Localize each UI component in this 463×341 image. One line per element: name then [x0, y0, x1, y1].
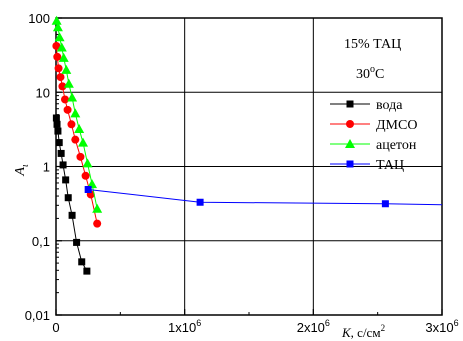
annotation: 15% ТАЦ 30oC	[344, 37, 401, 82]
legend-item: ДМСО	[330, 118, 417, 133]
data-point	[57, 149, 65, 157]
data-point	[59, 161, 67, 169]
data-point	[54, 64, 63, 73]
x-tick-label: 3x106	[425, 318, 458, 335]
legend-marker	[346, 160, 354, 168]
data-point	[56, 42, 67, 52]
series-line	[88, 189, 443, 206]
data-point	[54, 32, 65, 42]
legend: вода ДМСО ацетон ТАЦ	[330, 98, 417, 173]
data-point	[51, 15, 62, 25]
data-point	[92, 203, 103, 213]
series-2	[51, 15, 103, 213]
data-point	[61, 95, 70, 104]
data-point	[83, 267, 91, 275]
series-0	[52, 114, 91, 275]
grid	[56, 18, 442, 315]
legend-item: ацетон	[330, 138, 417, 153]
data-point	[381, 200, 389, 208]
legend-item: ТАЦ	[330, 158, 404, 173]
data-point	[61, 64, 72, 74]
series-1	[52, 41, 102, 228]
data-point	[82, 158, 93, 168]
legend-label: ацетон	[376, 138, 417, 153]
legend-item: вода	[330, 98, 403, 113]
data-point	[81, 171, 90, 180]
data-point	[53, 120, 61, 128]
y-axis-label: Aι	[13, 164, 31, 177]
data-point	[63, 105, 72, 114]
plot-area	[55, 17, 443, 316]
x-tick-label: 2x106	[297, 318, 330, 335]
y-tick-labels: 0,01 0,1 1 10 100	[25, 11, 50, 323]
data-point	[74, 123, 85, 133]
legend-label: ТАЦ	[376, 158, 404, 173]
data-point	[64, 194, 72, 202]
data-point	[67, 120, 76, 129]
data-point	[76, 152, 85, 161]
data-point	[93, 219, 102, 228]
data-point	[78, 258, 86, 266]
data-point	[67, 92, 78, 102]
y-tick-label: 10	[36, 85, 50, 100]
legend-marker	[346, 120, 354, 128]
data-point	[68, 211, 76, 219]
series-3	[84, 186, 443, 208]
y-tick-label: 0,01	[25, 308, 50, 323]
data-point	[58, 52, 69, 62]
x-tick-label: 1x106	[168, 318, 201, 335]
y-tick-label: 0,1	[32, 234, 50, 249]
data-point	[70, 108, 81, 118]
x-axis-label: K, с/см2	[341, 323, 385, 340]
annotation-line-2: 30oC	[356, 64, 384, 82]
data-point	[52, 22, 63, 32]
data-point	[78, 137, 89, 147]
data-point	[52, 114, 60, 122]
y-tick-label: 100	[28, 11, 50, 26]
data-point	[87, 179, 98, 189]
y-tick-label: 1	[43, 160, 50, 175]
data-point	[73, 238, 81, 246]
data-point	[58, 82, 67, 91]
data-point	[62, 176, 70, 184]
data-point	[63, 78, 74, 88]
legend-label: ДМСО	[376, 118, 417, 133]
data-point	[84, 186, 92, 194]
annotation-line-1: 15% ТАЦ	[344, 37, 401, 52]
data-point	[196, 198, 204, 206]
data-point	[52, 41, 61, 50]
data-point	[53, 52, 62, 61]
legend-label: вода	[376, 98, 403, 113]
series-layer	[51, 15, 443, 275]
legend-marker	[345, 139, 355, 148]
data-point	[55, 139, 63, 147]
x-tick-labels: 0 1x106 2x106 3x106	[52, 318, 458, 335]
data-point	[71, 135, 80, 144]
x-tick-label: 0	[52, 320, 59, 335]
data-point	[56, 73, 65, 82]
data-point	[54, 127, 62, 135]
legend-marker	[346, 100, 354, 108]
